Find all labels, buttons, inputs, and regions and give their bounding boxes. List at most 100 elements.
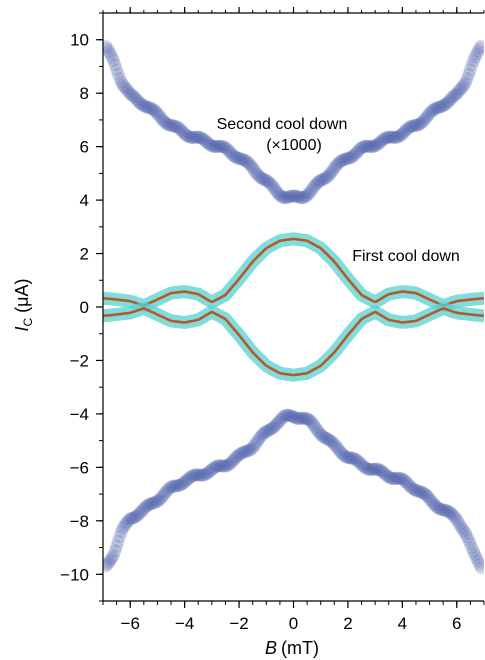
data-point-second-cool-down (413, 117, 427, 131)
data-point-second-cool-down (204, 464, 218, 478)
data-point-second-cool-down (130, 509, 144, 523)
data-point-second-cool-down (307, 180, 321, 194)
data-point-second-cool-down (291, 412, 305, 425)
data-point-second-cool-down (462, 533, 476, 547)
data-point-second-cool-down (323, 433, 336, 447)
data-point-second-cool-down (160, 484, 174, 498)
data-point-second-cool-down (111, 534, 125, 548)
data-point-second-cool-down (230, 151, 244, 165)
data-point-second-cool-down (459, 75, 473, 89)
data-point-second-cool-down (340, 152, 354, 166)
data-point-second-cool-down (349, 146, 363, 160)
data-point-second-cool-down (398, 125, 412, 139)
data-point-second-cool-down (407, 119, 421, 133)
data-point-second-cool-down (426, 103, 440, 117)
data-point-second-cool-down (152, 493, 166, 507)
x-axis-title: B (mT) (265, 638, 319, 658)
data-point-second-cool-down (158, 486, 172, 500)
data-point-second-cool-down (385, 130, 399, 144)
data-point-second-cool-down (103, 553, 117, 567)
data-point-second-cool-down (471, 44, 484, 58)
data-point-second-cool-down (460, 72, 474, 85)
data-point-second-cool-down (118, 519, 131, 533)
data-point-second-cool-down (369, 462, 383, 476)
data-point-second-cool-down (226, 148, 239, 162)
data-point-second-cool-down (221, 143, 235, 157)
data-point-second-cool-down (110, 539, 124, 553)
data-point-second-cool-down (241, 156, 255, 170)
data-point-second-cool-down (427, 102, 441, 116)
data-point-second-cool-down (103, 44, 116, 58)
data-point-second-cool-down (226, 454, 239, 468)
data-point-second-cool-down (107, 548, 120, 562)
data-point-second-cool-down (435, 503, 449, 517)
data-point-second-cool-down (452, 83, 466, 97)
data-point-second-cool-down (272, 188, 286, 202)
data-point-second-cool-down (324, 166, 338, 180)
data-point-second-cool-down (216, 459, 230, 473)
data-point-second-cool-down (313, 427, 327, 441)
data-point-second-cool-down (236, 445, 250, 459)
data-point-second-cool-down (409, 119, 423, 132)
y-tick-label: −4 (70, 405, 89, 424)
data-point-second-cool-down (110, 63, 124, 77)
data-point-second-cool-down (307, 418, 321, 432)
data-point-second-cool-down (188, 468, 202, 482)
data-point-second-cool-down (454, 82, 468, 96)
data-point-second-cool-down (293, 190, 307, 204)
x-tick-label: 2 (343, 614, 352, 633)
data-point-second-cool-down (457, 524, 471, 538)
data-point-second-cool-down (440, 96, 454, 110)
data-point-second-cool-down (200, 136, 214, 150)
data-point-second-cool-down (124, 87, 138, 101)
data-point-second-cool-down (387, 130, 401, 144)
data-point-second-cool-down (280, 190, 294, 204)
data-point-second-cool-down (387, 472, 401, 486)
y-tick-label: −10 (60, 565, 89, 584)
data-point-second-cool-down (147, 103, 161, 117)
data-point-second-cool-down (191, 468, 205, 482)
data-point-second-cool-down (366, 462, 380, 476)
data-point-second-cool-down (175, 125, 189, 138)
data-point-second-cool-down (219, 459, 233, 473)
y-tick-label: 4 (80, 191, 89, 210)
data-point-second-cool-down (114, 75, 128, 89)
data-point-second-cool-down (277, 191, 291, 205)
data-point-second-cool-down (462, 67, 476, 81)
data-point-second-cool-down (179, 474, 192, 488)
data-point-second-cool-down (246, 161, 260, 175)
data-point-second-cool-down (183, 470, 197, 484)
data-point-second-cool-down (132, 507, 146, 521)
data-point-second-cool-down (451, 514, 465, 528)
data-point-second-cool-down (258, 425, 272, 439)
data-point-second-cool-down (146, 496, 160, 510)
data-point-second-cool-down (374, 134, 388, 148)
data-point-second-cool-down (401, 477, 415, 491)
data-point-second-cool-down (454, 520, 468, 534)
data-point-second-cool-down (129, 510, 142, 524)
data-point-second-cool-down (465, 541, 479, 555)
data-point-second-cool-down (232, 448, 246, 462)
data-point-second-cool-down (141, 100, 155, 114)
data-point-second-cool-down (326, 435, 340, 449)
data-point-second-cool-down (190, 468, 203, 482)
data-point-second-cool-down (445, 91, 458, 105)
data-point-second-cool-down (182, 472, 196, 486)
data-point-second-cool-down (312, 425, 325, 439)
data-point-second-cool-down (121, 84, 135, 97)
data-point-second-cool-down (365, 140, 379, 153)
data-point-second-cool-down (254, 171, 268, 184)
data-point-second-cool-down (244, 442, 258, 456)
data-point-second-cool-down (224, 456, 238, 470)
data-point-second-cool-down (133, 506, 147, 520)
data-point-second-cool-down (460, 530, 474, 544)
data-point-second-cool-down (174, 478, 188, 492)
data-point-second-cool-down (177, 476, 191, 490)
data-point-second-cool-down (395, 472, 408, 486)
data-point-second-cool-down (346, 149, 360, 163)
data-point-second-cool-down (139, 499, 153, 513)
data-point-second-cool-down (456, 80, 469, 94)
data-point-second-cool-down (446, 90, 460, 104)
data-point-second-cool-down (169, 120, 183, 133)
data-point-second-cool-down (157, 488, 171, 502)
